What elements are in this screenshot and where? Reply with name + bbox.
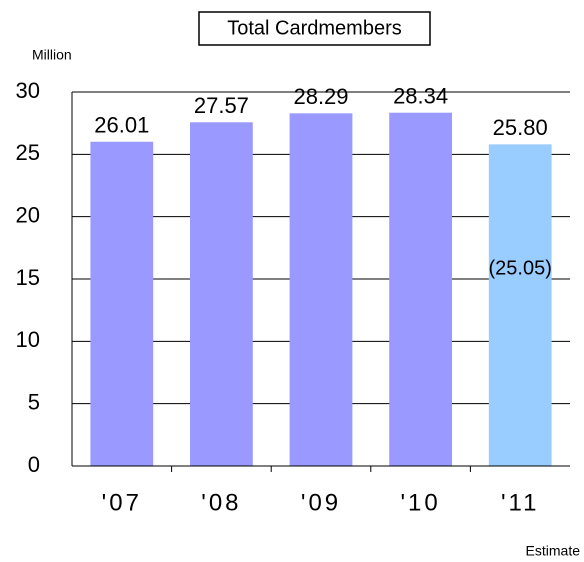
value-label: 28.29 bbox=[293, 84, 348, 109]
note: Estimate bbox=[526, 543, 581, 559]
title-box bbox=[198, 11, 431, 46]
chart-title: Total Cardmembers bbox=[227, 17, 402, 39]
value-label: 28.34 bbox=[393, 84, 448, 109]
bar bbox=[289, 113, 353, 467]
annotation: (25.05) bbox=[489, 257, 552, 279]
y-axis-label: Million bbox=[32, 47, 72, 63]
bar bbox=[488, 144, 552, 467]
bar bbox=[389, 112, 452, 466]
bar bbox=[90, 141, 154, 466]
y-tick-label: 5 bbox=[28, 389, 40, 414]
value-label: 25.80 bbox=[493, 115, 548, 140]
y-tick-label: 10 bbox=[16, 327, 40, 352]
x-tick-label: '10 bbox=[400, 489, 440, 516]
x-tick-label: '09 bbox=[301, 489, 341, 516]
y-tick-label: 20 bbox=[16, 202, 40, 227]
y-tick-label: 25 bbox=[16, 140, 40, 165]
value-label: 27.57 bbox=[194, 93, 249, 118]
x-tick-label: '07 bbox=[102, 489, 142, 516]
value-label: 26.01 bbox=[94, 113, 149, 138]
y-tick-label: 15 bbox=[16, 265, 40, 290]
bar bbox=[190, 122, 253, 466]
y-tick-label: 0 bbox=[28, 452, 40, 477]
x-tick-label: '11 bbox=[501, 489, 540, 516]
x-tick-label: '08 bbox=[201, 489, 241, 516]
y-tick-label: 30 bbox=[16, 78, 40, 103]
